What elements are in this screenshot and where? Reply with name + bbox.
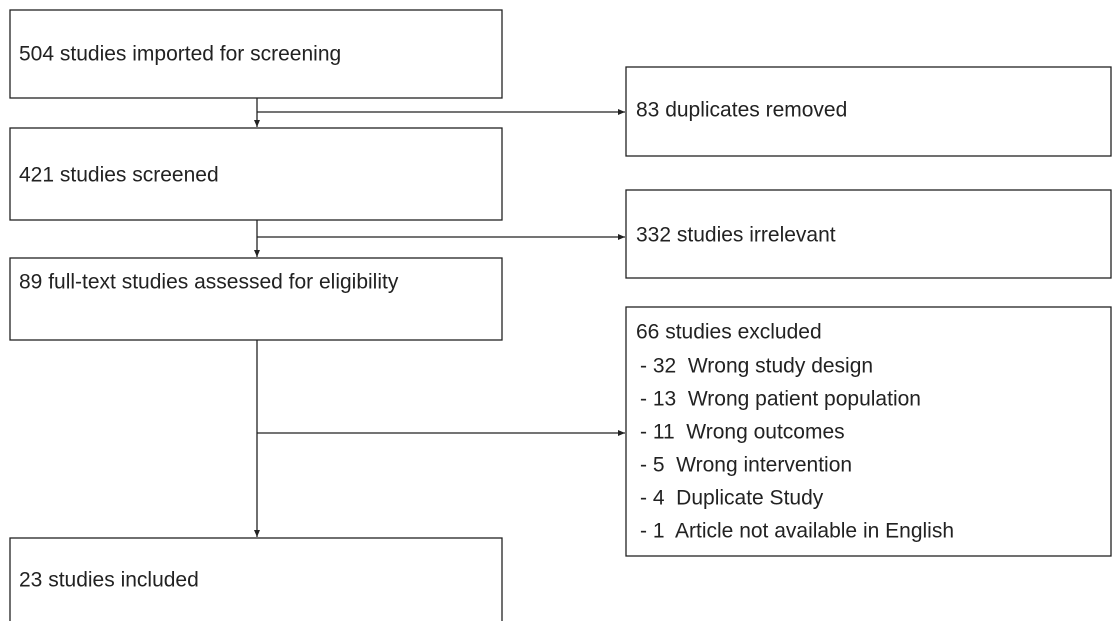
node-label: 504 studies imported for screening [19,43,341,66]
exclusion-label: 332 studies irrelevant [636,224,836,247]
exclusion-item: - 13 Wrong patient population [640,388,921,411]
exclusion-item: - 5 Wrong intervention [640,454,852,477]
node-label: 89 full-text studies assessed for eligib… [19,271,399,294]
node-box [9,9,503,99]
exclusion-item: - 4 Duplicate Study [640,487,824,510]
node-box [9,537,503,621]
node-box [9,257,503,341]
exclusion-box [625,306,1112,557]
node-label: 23 studies included [19,569,199,592]
exclusion-item: - 11 Wrong outcomes [640,421,845,444]
exclusion-label: 66 studies excluded [636,321,822,344]
exclusion-item: - 32 Wrong study design [640,355,873,378]
exclusion-box [625,189,1112,279]
node-box [9,127,503,221]
exclusion-box [625,66,1112,157]
node-label: 421 studies screened [19,164,219,187]
exclusion-item: - 1 Article not available in English [640,520,954,543]
exclusion-label: 83 duplicates removed [636,99,847,122]
